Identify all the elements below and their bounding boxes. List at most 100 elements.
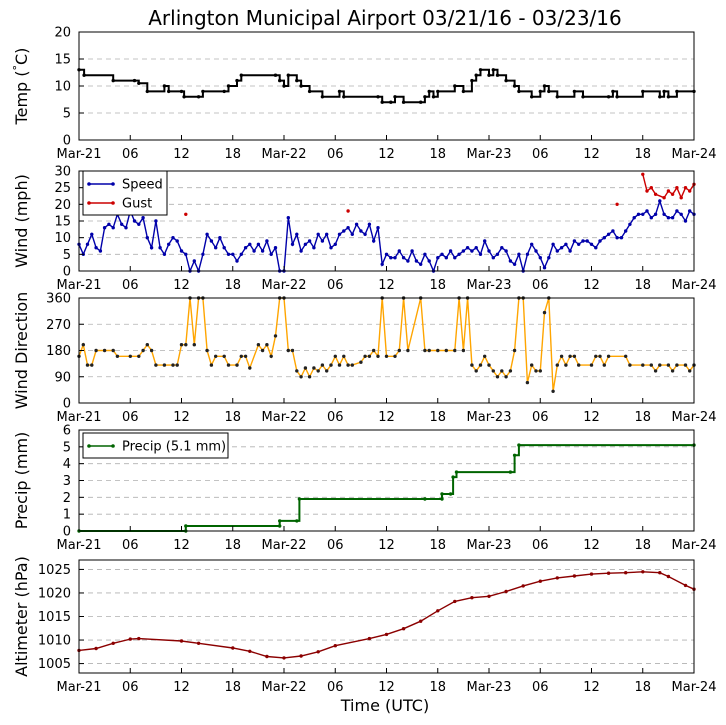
altimeter-data-point bbox=[419, 619, 423, 623]
wind-speed-data-point bbox=[525, 252, 530, 256]
temperature-data-point bbox=[282, 84, 286, 88]
wind-direction-data-point bbox=[273, 334, 278, 338]
wind-speed-data-point bbox=[487, 249, 491, 253]
wind-speed-data-point bbox=[218, 236, 222, 240]
wind-speed-data-point bbox=[171, 236, 175, 240]
wind-speed-data-point bbox=[598, 239, 602, 243]
wind-speed-data-point bbox=[307, 239, 312, 243]
temperature-x-tick-label: Mar-23 bbox=[467, 147, 512, 162]
altimeter-data-point bbox=[282, 656, 286, 660]
altimeter-data-point bbox=[333, 644, 337, 648]
temperature-data-point bbox=[487, 73, 491, 77]
wind-speed-data-point bbox=[214, 246, 218, 250]
wind-direction-data-point bbox=[577, 363, 581, 367]
altimeter-data-point bbox=[111, 641, 115, 645]
altimeter-y-tick-label: 1020 bbox=[38, 586, 71, 601]
wind-direction-y-tick-label: 360 bbox=[46, 292, 71, 307]
altimeter-x-tick-label: 18 bbox=[634, 680, 651, 695]
wind-speed-data-point bbox=[141, 216, 145, 220]
wind-direction-data-point bbox=[137, 354, 141, 358]
wind-direction-data-point bbox=[542, 310, 547, 315]
wind-speed-data-point bbox=[256, 242, 261, 246]
wind-speed-data-point bbox=[624, 229, 628, 233]
precipitation-x-tick-label: Mar-23 bbox=[467, 538, 512, 553]
wind-speed-x-tick-label: 18 bbox=[224, 278, 241, 293]
altimeter-y-tick-label: 1005 bbox=[38, 657, 71, 672]
wind-speed-data-point bbox=[303, 242, 308, 246]
wind-direction-data-point bbox=[598, 354, 602, 358]
wind-direction-data-point bbox=[384, 354, 389, 358]
wind-speed-data-point bbox=[683, 186, 688, 190]
altimeter-data-point bbox=[658, 571, 662, 575]
wind-direction-data-point bbox=[214, 354, 218, 358]
wind-speed-data-point bbox=[350, 232, 354, 236]
wind-speed-legend-marker bbox=[87, 201, 91, 205]
precipitation-data-point bbox=[278, 519, 282, 523]
wind-speed-data-point bbox=[346, 226, 350, 230]
wind-direction-data-point bbox=[367, 354, 372, 358]
temperature-data-point bbox=[547, 89, 551, 94]
wind-direction-y-tick-label: 90 bbox=[54, 370, 71, 385]
wind-speed-data-point bbox=[372, 239, 376, 243]
wind-speed-data-point bbox=[226, 252, 231, 256]
wind-direction-x-tick-label: Mar-24 bbox=[672, 410, 717, 425]
precipitation-x-tick-label: 12 bbox=[583, 538, 600, 553]
x-axis-label: Time (UTC) bbox=[340, 696, 429, 715]
wind-speed-data-point bbox=[154, 219, 158, 223]
wind-direction-data-point bbox=[325, 369, 329, 373]
precipitation-y-tick-label: 0 bbox=[63, 525, 71, 540]
wind-direction-data-point bbox=[649, 363, 653, 367]
wind-speed-data-point bbox=[551, 242, 555, 246]
temperature-x-tick-label: 12 bbox=[173, 147, 190, 162]
precipitation-y-tick-label: 2 bbox=[63, 491, 71, 506]
wind-speed-data-point bbox=[594, 246, 598, 250]
temperature-x-tick-label: Mar-24 bbox=[672, 147, 717, 162]
altimeter-x-tick-label: 06 bbox=[327, 680, 344, 695]
altimeter-data-point bbox=[367, 636, 372, 641]
wind-speed-data-point bbox=[384, 252, 389, 256]
wind-speed-data-point bbox=[606, 232, 611, 236]
wind-speed-x-tick-label: Mar-23 bbox=[467, 278, 512, 293]
temperature-x-tick-label: 12 bbox=[378, 147, 395, 162]
wind-direction-x-tick-label: 18 bbox=[429, 410, 446, 425]
wind-speed-data-point bbox=[320, 239, 325, 243]
wind-direction-x-tick-label: 18 bbox=[634, 410, 651, 425]
precipitation-y-tick-label: 4 bbox=[63, 457, 71, 472]
wind-direction-data-point bbox=[683, 363, 688, 367]
wind-speed-x-tick-label: 06 bbox=[532, 278, 549, 293]
wind-speed-data-point bbox=[98, 249, 103, 253]
wind-direction-data-point bbox=[478, 363, 483, 367]
altimeter-data-point bbox=[521, 584, 525, 588]
temperature-series bbox=[77, 68, 696, 104]
wind-direction-data-point bbox=[393, 354, 397, 358]
altimeter-data-point bbox=[504, 589, 508, 594]
wind-speed-data-point bbox=[363, 232, 367, 236]
wind-direction-x-tick-label: Mar-22 bbox=[262, 410, 307, 425]
wind-direction-data-point bbox=[141, 348, 145, 353]
wind-direction-data-point bbox=[307, 375, 312, 379]
wind-direction-data-point bbox=[500, 369, 504, 373]
altimeter-data-point bbox=[666, 574, 671, 579]
temperature-data-point bbox=[182, 95, 186, 99]
temperature-y-tick-label: 5 bbox=[63, 107, 71, 122]
altimeter-data-point bbox=[538, 579, 542, 583]
wind-direction-data-point bbox=[670, 369, 675, 373]
temperature-data-point bbox=[145, 89, 149, 94]
wind-speed-data-point bbox=[615, 236, 619, 240]
wind-speed-data-point bbox=[688, 209, 692, 213]
wind-speed-legend-marker bbox=[111, 182, 115, 186]
temperature-x-tick-label: 18 bbox=[634, 147, 651, 162]
wind-speed-legend-marker bbox=[87, 182, 91, 186]
temperature-data-point bbox=[82, 73, 86, 77]
wind-speed-data-point bbox=[243, 246, 248, 250]
wind-speed-x-tick-label: 18 bbox=[429, 278, 446, 293]
precipitation-data-point bbox=[278, 524, 282, 528]
wind-direction-data-point bbox=[115, 354, 120, 358]
wind-speed-data-point bbox=[389, 256, 393, 260]
wind-direction-data-point bbox=[508, 369, 513, 373]
temperature-data-point bbox=[572, 89, 577, 94]
wind-speed-data-point bbox=[555, 249, 559, 253]
wind-speed-data-point bbox=[393, 256, 397, 260]
